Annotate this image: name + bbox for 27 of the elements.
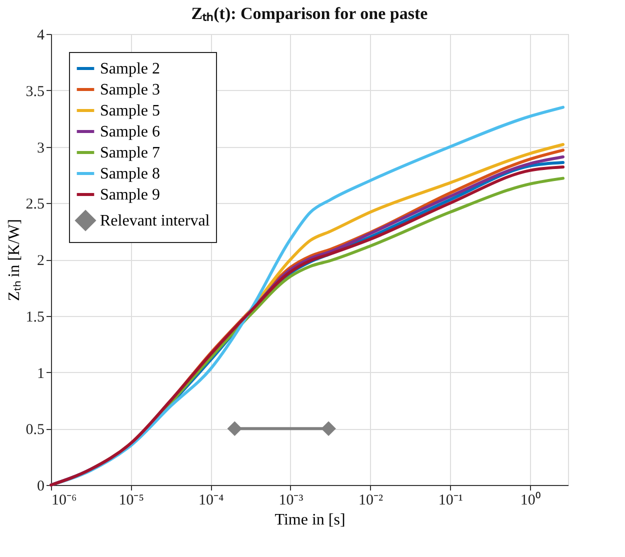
x-tick-label: 10⁻¹ xyxy=(438,492,463,508)
x-tick-label: 10⁻³ xyxy=(278,492,304,508)
x-tick-label: 10⁻⁵ xyxy=(118,492,144,508)
x-tick-label: 10⁻⁶ xyxy=(52,492,77,508)
y-tick-label: 4 xyxy=(37,28,45,44)
legend-label: Sample 6 xyxy=(100,124,160,140)
y-tick-label: 1 xyxy=(37,366,44,382)
y-tick-label: 1.5 xyxy=(26,309,44,326)
legend-label: Sample 5 xyxy=(100,102,160,120)
y-tick-label: 3.5 xyxy=(26,84,44,100)
legend-label: Relevant interval xyxy=(100,212,210,230)
x-axis-title: Time in [s] xyxy=(274,512,346,528)
legend-label: Sample 7 xyxy=(100,144,160,162)
x-tick-label: 10⁰ xyxy=(520,492,540,508)
y-axis-title: Zₜₕ in [K/W] xyxy=(6,219,23,301)
legend-label: Sample 9 xyxy=(100,186,160,204)
x-tick-label: 10⁻² xyxy=(358,492,384,508)
y-tick-label: 0 xyxy=(37,478,44,494)
y-tick-label: 2 xyxy=(37,253,44,269)
x-tick-label: 10⁻⁴ xyxy=(198,492,224,508)
y-tick-label: 2.5 xyxy=(26,196,44,213)
chart-title: Zₜₕ(t): Comparison for one paste xyxy=(191,4,428,23)
y-tick-label: 3 xyxy=(37,140,44,156)
legend-label: Sample 2 xyxy=(100,60,160,78)
y-tick-label: 0.5 xyxy=(26,422,44,438)
legend-label: Sample 8 xyxy=(100,166,160,182)
legend-label: Sample 3 xyxy=(100,82,160,98)
